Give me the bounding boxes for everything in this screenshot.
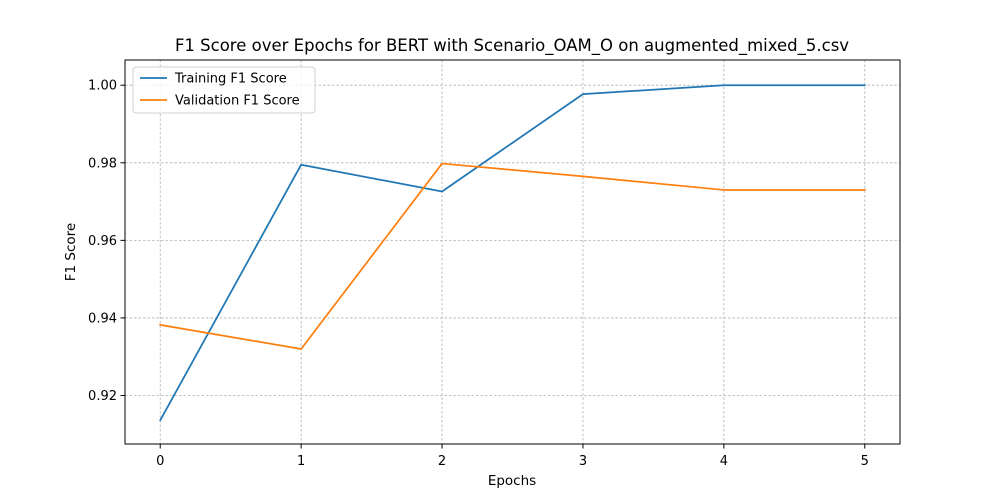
x-tick-label: 4	[720, 454, 728, 469]
x-tick-label: 0	[156, 454, 164, 469]
legend-label-0: Training F1 Score	[174, 72, 287, 87]
x-tick-label: 5	[861, 454, 869, 469]
y-tick-label: 1.00	[88, 79, 117, 94]
legend-box	[132, 66, 316, 114]
y-tick-label: 0.92	[88, 389, 117, 404]
x-tick-label: 2	[438, 454, 446, 469]
y-axis-label: F1 Score	[63, 223, 79, 281]
x-axis-label: Epochs	[488, 473, 536, 489]
legend: Training F1 Score Validation F1 Score	[132, 66, 316, 114]
x-tick-label: 1	[297, 454, 305, 469]
series-line-1	[159, 162, 866, 350]
y-tick-label: 0.98	[88, 156, 117, 171]
series-line-0	[159, 84, 866, 422]
axis-ticks: 0 1 2 3 4 5 0.92 0.94 0.96 0.98 1.00	[88, 79, 869, 469]
legend-label-1: Validation F1 Score	[175, 94, 300, 109]
series-lines	[159, 84, 866, 422]
y-tick-label: 0.96	[88, 234, 117, 249]
x-tick-label: 3	[579, 454, 587, 469]
chart-title: F1 Score over Epochs for BERT with Scena…	[175, 36, 849, 56]
y-tick-label: 0.94	[88, 311, 117, 326]
plot-area-frame	[124, 59, 901, 445]
